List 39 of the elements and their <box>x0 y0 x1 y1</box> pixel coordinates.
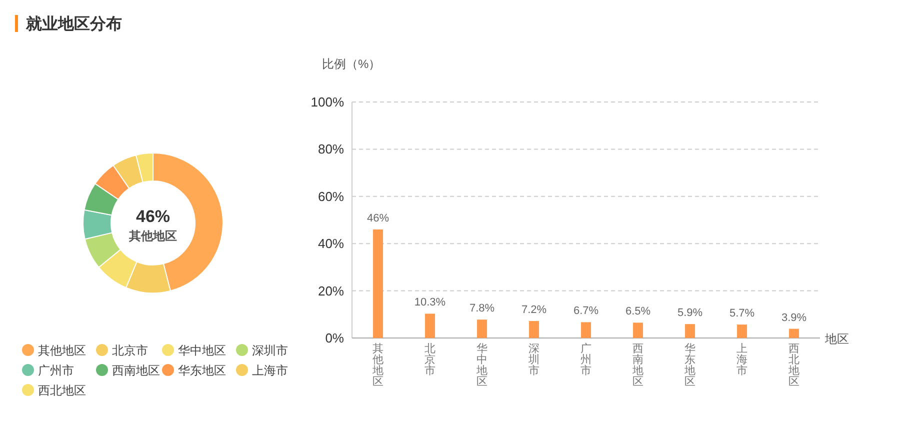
x-axis-title: 地区 <box>824 332 849 346</box>
text: 3.9% <box>781 312 807 324</box>
bar <box>529 321 539 338</box>
text: 6.5% <box>625 306 651 318</box>
x-tick-label: 华东地区 <box>684 343 696 388</box>
x-tick-label: 上海市 <box>736 342 748 377</box>
bar <box>425 314 435 338</box>
y-tick-label: 80% <box>318 142 344 157</box>
y-axis-title: 比例（%） <box>322 57 381 71</box>
bar <box>737 324 747 338</box>
x-tick-label: 西南地区 <box>632 343 644 388</box>
x-tick-label: 西北地区 <box>788 343 800 388</box>
text: 7.2% <box>521 304 547 316</box>
text: 其他地区 <box>128 229 177 243</box>
text: 10.3% <box>414 296 446 309</box>
y-tick-label: 0% <box>325 330 344 346</box>
chart-title: 就业地区分布 <box>25 15 122 33</box>
legend-label: 西北地区 <box>38 384 86 398</box>
text: 6.7% <box>573 305 599 318</box>
bar <box>789 328 799 338</box>
bar <box>477 320 487 338</box>
text: 5.9% <box>677 307 703 320</box>
bar <box>373 229 383 338</box>
y-tick-label: 20% <box>318 283 344 298</box>
y-tick-label: 40% <box>318 236 344 252</box>
x-tick-label: 深圳市 <box>528 343 540 377</box>
x-tick-label: 华中地区 <box>476 343 488 388</box>
bar <box>633 322 643 338</box>
text: 46% <box>366 212 390 224</box>
text: 5.7% <box>729 308 755 320</box>
x-tick-label: 广州市 <box>580 342 592 377</box>
text: 7.8% <box>469 302 495 315</box>
x-tick-label: 北京市 <box>424 342 436 377</box>
y-tick-label: 100% <box>310 94 344 110</box>
y-tick-label: 60% <box>318 188 344 204</box>
text: 46% <box>136 207 170 226</box>
bar <box>685 324 695 338</box>
bar <box>581 322 591 338</box>
x-tick-label: 其他地区 <box>372 342 384 388</box>
